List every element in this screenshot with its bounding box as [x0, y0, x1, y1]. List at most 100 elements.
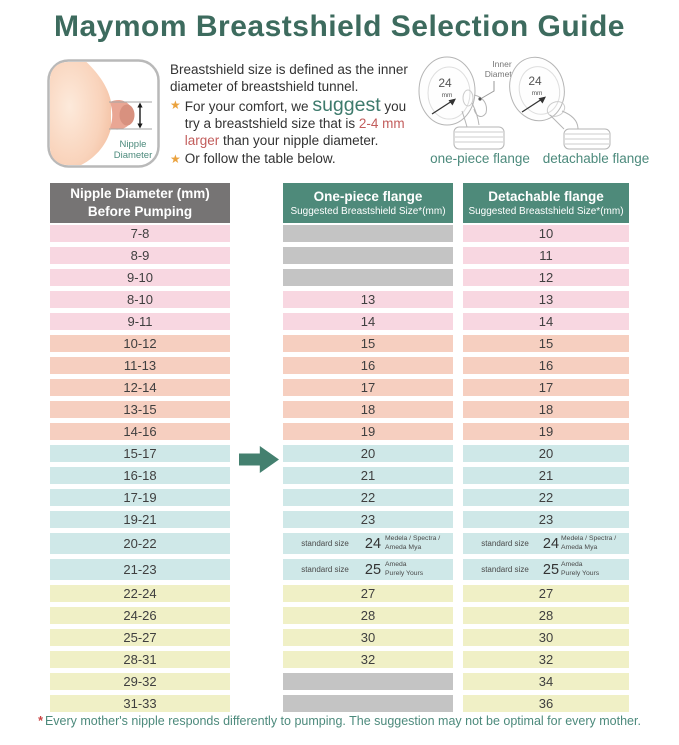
nipple-range-cell: 10-12 [50, 335, 230, 352]
nipple-diameter-diagram: Nipple Diameter [47, 59, 160, 168]
detachable-size-cell: 14 [463, 313, 629, 330]
nipple-label-line1: Nipple [120, 139, 147, 150]
table-row: 19-21 23 23 [0, 511, 679, 528]
one-piece-size-cell: 21 [283, 467, 453, 484]
size-highlight: 2-4 mm larger [184, 116, 405, 149]
nipple-range-cell: 8-10 [50, 291, 230, 308]
detachable-size-cell: 19 [463, 423, 629, 440]
detachable-size-cell: 34 [463, 673, 629, 690]
detachable-size-cell: 15 [463, 335, 629, 352]
detachable-size-cell: 13 [463, 291, 629, 308]
one-piece-size-cell: 22 [283, 489, 453, 506]
nipple-range-cell: 25-27 [50, 629, 230, 646]
one-piece-size-cell: 19 [283, 423, 453, 440]
standard-size-label: standard size [481, 565, 529, 574]
header-nipple-diameter: Nipple Diameter (mm) Before Pumping [50, 183, 230, 223]
nipple-range-cell: 7-8 [50, 225, 230, 242]
detachable-size-cell: standard size 25 Ameda Purely Yours [463, 559, 629, 580]
table-row: 13-15 18 18 [0, 401, 679, 418]
one-piece-size-cell [283, 269, 453, 286]
table-row: 14-16 19 19 [0, 423, 679, 440]
detachable-size-cell: 11 [463, 247, 629, 264]
size-label-value: 24 [438, 76, 452, 90]
size-label-value: 24 [528, 74, 542, 88]
table-row: 20-22 standard size 24 Medela / Spectra / A… [0, 533, 679, 554]
detachable-size-cell: 12 [463, 269, 629, 286]
detachable-size-cell: 17 [463, 379, 629, 396]
table-row: 16-18 21 21 [0, 467, 679, 484]
nipple-range-cell: 9-11 [50, 313, 230, 330]
detachable-flange-caption: detachable flange [542, 151, 650, 166]
intro-bullet-1-text: For your comfort, we suggest you try a b… [184, 93, 407, 149]
nipple-range-cell: 8-9 [50, 247, 230, 264]
size-value: 25 [542, 561, 560, 578]
brand-names: Medela / Spectra / Ameda Mya [385, 535, 441, 551]
flange-diagrams: 24 mm Inner Diameter [418, 53, 679, 152]
one-piece-size-cell [283, 673, 453, 690]
one-piece-size-cell: 13 [283, 291, 453, 308]
detachable-size-cell: 10 [463, 225, 629, 242]
size-label-unit: mm [532, 90, 543, 97]
table-body: 7-8 10 8-9 11 9-10 12 8-10 13 13 9-11 14… [0, 225, 679, 717]
one-piece-size-cell: 27 [283, 585, 453, 602]
intro-text: Breastshield size is defined as the inne… [170, 61, 422, 168]
header-one-piece-flange: One-piece flange Suggested Breastshield … [283, 183, 453, 223]
standard-size-label: standard size [301, 565, 349, 574]
intro-bullet-2: ★ Or follow the table below. [170, 150, 422, 168]
table-row: 7-8 10 [0, 225, 679, 242]
one-piece-size-cell [283, 247, 453, 264]
table-row: 25-27 30 30 [0, 629, 679, 646]
one-piece-flange-caption: one-piece flange [430, 151, 530, 166]
nipple-range-cell: 17-19 [50, 489, 230, 506]
intro-bullet-2-text: Or follow the table below. [184, 150, 336, 166]
footnote-text: Every mother's nipple responds different… [44, 714, 641, 728]
nipple-range-cell: 22-24 [50, 585, 230, 602]
inner-diameter-label-line2: Diameter [485, 69, 520, 79]
nipple-range-cell: 29-32 [50, 673, 230, 690]
flange-illustrations-icon: 24 mm Inner Diameter [418, 56, 611, 150]
footnote-asterisk: * [38, 714, 43, 728]
brand-names: Medela / Spectra / Ameda Mya [561, 535, 617, 551]
nipple-range-cell: 14-16 [50, 423, 230, 440]
brand-names: Ameda Purely Yours [561, 561, 600, 577]
nipple-range-cell: 9-10 [50, 269, 230, 286]
intro-line: Breastshield size is defined as the inne… [170, 62, 408, 95]
detachable-size-cell: 28 [463, 607, 629, 624]
nipple-range-cell: 13-15 [50, 401, 230, 418]
table-row: 28-31 32 32 [0, 651, 679, 668]
table-row: 29-32 34 [0, 673, 679, 690]
size-label-unit: mm [442, 92, 453, 99]
detachable-size-cell: standard size 24 Medela / Spectra / Ameda M… [463, 533, 629, 554]
inner-diameter-label-line1: Inner [492, 59, 512, 69]
brand-names: Ameda Purely Yours [385, 561, 424, 577]
detachable-size-cell: 16 [463, 357, 629, 374]
detachable-size-cell: 27 [463, 585, 629, 602]
nipple-range-cell: 12-14 [50, 379, 230, 396]
table-row: 22-24 27 27 [0, 585, 679, 602]
one-piece-size-cell [283, 695, 453, 712]
one-piece-size-cell: 23 [283, 511, 453, 528]
standard-size-label: standard size [301, 539, 349, 548]
table-row: 24-26 28 28 [0, 607, 679, 624]
header-detachable-flange: Detachable flange Suggested Breastshield… [463, 183, 629, 223]
size-value: 24 [542, 535, 560, 552]
one-piece-size-cell: 15 [283, 335, 453, 352]
detachable-size-cell: 22 [463, 489, 629, 506]
size-value: 24 [364, 535, 382, 552]
breast-illustration-icon: Nipple Diameter [47, 59, 160, 168]
table-row: 31-33 36 [0, 695, 679, 712]
star-bullet-icon: ★ [170, 97, 181, 112]
table-row: 9-10 12 [0, 269, 679, 286]
table-row: 17-19 22 22 [0, 489, 679, 506]
table-row: 15-17 20 20 [0, 445, 679, 462]
nipple-range-cell: 15-17 [50, 445, 230, 462]
one-piece-size-cell: 28 [283, 607, 453, 624]
one-piece-size-cell: 16 [283, 357, 453, 374]
nipple-range-cell: 21-23 [50, 559, 230, 580]
table-row: 10-12 15 15 [0, 335, 679, 352]
page-title: Maymom Breastshield Selection Guide [54, 10, 625, 43]
size-value: 25 [364, 561, 382, 578]
intro-bullet-1: ★ For your comfort, we suggest you try a… [170, 93, 422, 150]
one-piece-size-cell: standard size 25 Ameda Purely Yours [283, 559, 453, 580]
